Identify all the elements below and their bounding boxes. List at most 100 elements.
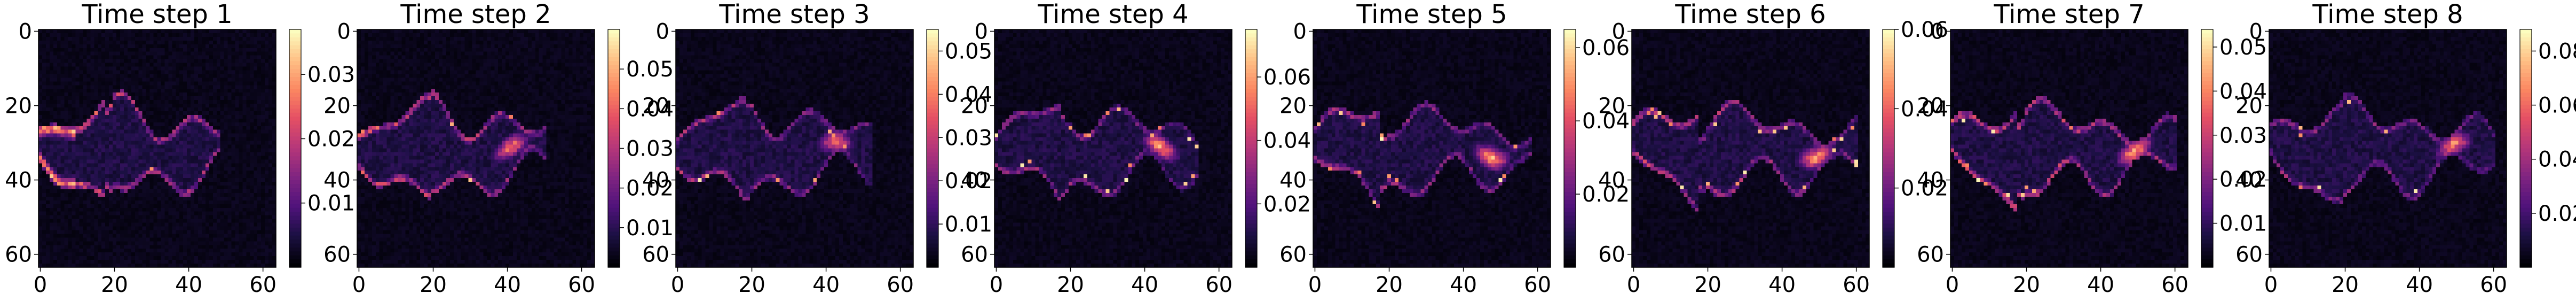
- heatmap-cell: [131, 144, 136, 149]
- heatmap-cell: [138, 89, 143, 93]
- heatmap-cell: [57, 260, 61, 264]
- heatmap-cell: [164, 81, 169, 86]
- heatmap-cell: [120, 167, 124, 171]
- heatmap-cell: [161, 44, 165, 49]
- heatmap-cell: [220, 174, 225, 179]
- heatmap-cell: [194, 66, 199, 71]
- heatmap-cell: [201, 182, 206, 186]
- heatmap-cell: [64, 122, 69, 127]
- heatmap-cell: [101, 118, 106, 123]
- heatmap-cell: [131, 178, 136, 182]
- heatmap-cell: [86, 211, 91, 216]
- heatmap-cell: [164, 40, 169, 45]
- heatmap-cell: [153, 204, 158, 209]
- heatmap-cell: [261, 33, 265, 37]
- heatmap-cell: [45, 256, 50, 260]
- heatmap-cell: [127, 192, 132, 197]
- heatmap-cell: [142, 96, 147, 101]
- heatmap-cell: [268, 192, 273, 197]
- heatmap-cell: [98, 137, 102, 142]
- heatmap-cell: [250, 245, 254, 249]
- heatmap-cell: [161, 156, 165, 160]
- heatmap-cell: [250, 192, 254, 197]
- heatmap-cell: [72, 152, 76, 156]
- heatmap-cell: [242, 186, 247, 190]
- heatmap-cell: [476, 29, 480, 34]
- heatmap-cell: [157, 78, 162, 82]
- heatmap-cell: [212, 129, 217, 134]
- heatmap-cell: [168, 92, 172, 97]
- heatmap-cell: [38, 118, 43, 123]
- heatmap-cell: [38, 111, 43, 115]
- heatmap-cell: [261, 118, 265, 123]
- heatmap-cell: [172, 237, 176, 242]
- heatmap-cell: [224, 241, 228, 245]
- heatmap-cell: [176, 215, 180, 220]
- heatmap-cell: [220, 89, 225, 93]
- heatmap-cell: [45, 204, 50, 209]
- heatmap-cell: [94, 85, 98, 89]
- heatmap-cell: [60, 211, 65, 216]
- heatmap-cell: [261, 204, 265, 209]
- heatmap-cell: [98, 226, 102, 231]
- heatmap-cell: [105, 230, 109, 235]
- heatmap-cell: [453, 51, 458, 56]
- heatmap-cell: [557, 33, 562, 37]
- heatmap-cell: [498, 74, 502, 78]
- heatmap-cell: [375, 33, 380, 37]
- heatmap-cell: [105, 264, 109, 268]
- heatmap-cell: [153, 230, 158, 235]
- heatmap-cell: [90, 171, 94, 175]
- heatmap-cell: [261, 260, 265, 264]
- heatmap-cell: [183, 89, 187, 93]
- heatmap-cell: [197, 33, 202, 37]
- heatmap-cell: [138, 171, 143, 175]
- heatmap-cell: [472, 33, 477, 37]
- heatmap-cell: [49, 33, 54, 37]
- heatmap-cell: [38, 256, 43, 260]
- heatmap-cell: [265, 78, 269, 82]
- heatmap-cell: [131, 81, 136, 86]
- heatmap-cell: [524, 63, 528, 67]
- heatmap-cell: [183, 237, 187, 242]
- heatmap-cell: [212, 92, 217, 97]
- heatmap-cell: [57, 211, 61, 216]
- heatmap-cell: [250, 55, 254, 60]
- heatmap-cell: [72, 215, 76, 220]
- heatmap-cell: [254, 178, 258, 182]
- heatmap-cell: [123, 92, 128, 97]
- heatmap-cell: [205, 55, 210, 60]
- heatmap-cell: [153, 66, 158, 71]
- heatmap-cell: [42, 252, 46, 257]
- heatmap-cell: [75, 29, 80, 34]
- heatmap-cell: [94, 219, 98, 223]
- heatmap-cell: [176, 234, 180, 238]
- heatmap-cell: [246, 48, 250, 52]
- heatmap-cell: [42, 249, 46, 253]
- heatmap-cell: [220, 48, 225, 52]
- heatmap-cell: [120, 89, 124, 93]
- heatmap-cell: [120, 234, 124, 238]
- heatmap-cell: [209, 111, 214, 115]
- heatmap-cell: [49, 260, 54, 264]
- heatmap-cell: [268, 137, 273, 142]
- heatmap-cell: [212, 256, 217, 260]
- heatmap-cell: [420, 55, 424, 60]
- heatmap-cell: [183, 51, 187, 56]
- heatmap-cell: [60, 222, 65, 227]
- heatmap-cell: [372, 59, 376, 64]
- heatmap-cell: [142, 70, 147, 75]
- heatmap-cell: [394, 36, 399, 41]
- heatmap-cell: [60, 204, 65, 209]
- heatmap-cell: [205, 104, 210, 108]
- heatmap-cell: [360, 59, 365, 64]
- heatmap-cell: [149, 133, 154, 138]
- heatmap-cell: [116, 256, 121, 260]
- heatmap-cell: [216, 174, 221, 179]
- heatmap-cell: [142, 252, 147, 257]
- heatmap-cell: [113, 144, 117, 149]
- heatmap-cell: [135, 92, 139, 97]
- heatmap-cell: [464, 66, 469, 71]
- heatmap-cell: [246, 171, 250, 175]
- heatmap-cell: [116, 33, 121, 37]
